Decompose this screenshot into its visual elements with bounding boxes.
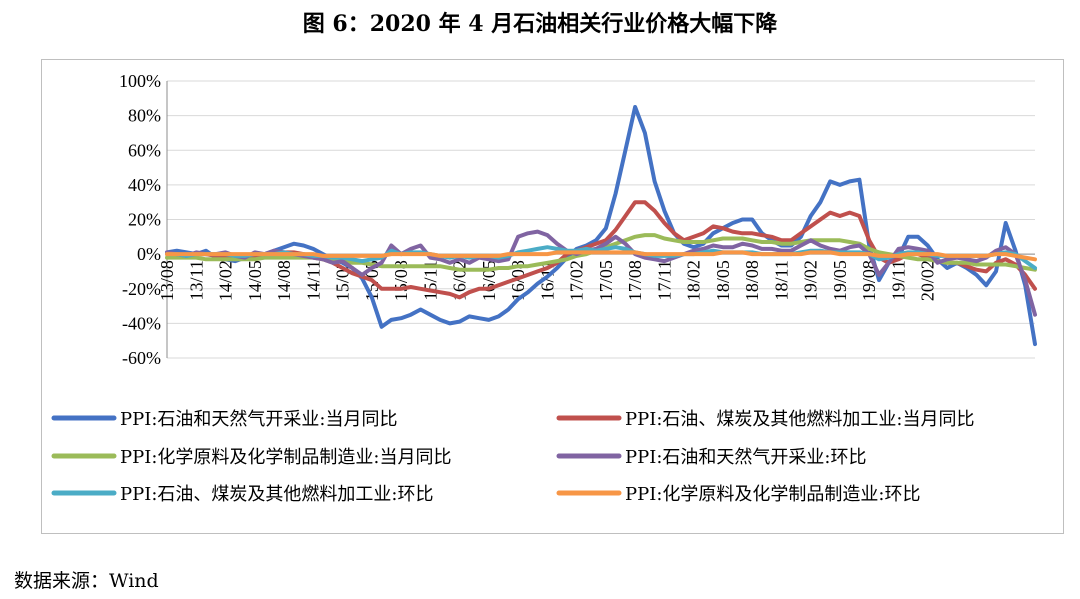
y-tick-label: -20% [122, 279, 161, 299]
x-tick-label: 17/02 [567, 260, 587, 301]
x-tick-label: 14/08 [274, 260, 294, 301]
legend-label-4: PPI:石油和天然气开采业:环比 [625, 447, 866, 468]
x-tick-label: 18/11 [771, 260, 791, 300]
y-tick-label: 0% [137, 244, 161, 264]
y-tick-label: -60% [122, 348, 161, 368]
x-tick-label: 18/05 [713, 260, 733, 301]
series-line-1 [165, 105, 1037, 347]
x-tick-label: 13/11 [186, 260, 206, 300]
x-tick-label: 17/08 [625, 260, 645, 301]
y-tick-label: 40% [128, 175, 161, 195]
x-tick-label: 16/05 [479, 260, 499, 301]
x-tick-label: 19/05 [830, 260, 850, 301]
x-tick-label: 17/11 [654, 260, 674, 300]
x-tick-label: 19/02 [801, 260, 821, 301]
x-tick-label: 15/08 [391, 260, 411, 301]
figure-title: 图 6：2020 年 4 月石油相关行业价格大幅下降 [302, 11, 778, 37]
legend-label-3: PPI:化学原料及化学制品制造业:当月同比 [120, 447, 451, 468]
x-tick-label: 16/08 [508, 260, 528, 301]
series-line-6 [165, 250, 1037, 262]
x-tick-label: 14/11 [303, 260, 323, 300]
chart-frame: 100% 80% 60% 40% 20% 0% -20% -40% -60% 13/08 13/11… [41, 59, 1064, 534]
x-tick-label: 20/02 [918, 260, 938, 301]
x-tick-label: 17/05 [596, 260, 616, 301]
y-tick-label: 80% [128, 106, 161, 126]
y-tick-label: 20% [128, 210, 161, 230]
x-tick-label: 18/02 [684, 260, 704, 301]
x-tick-label: 19/11 [888, 260, 908, 300]
x-tick-label: 14/02 [216, 260, 236, 301]
legend-label-5: PPI:石油、煤炭及其他燃料加工业:环比 [120, 484, 433, 505]
legend-label-2: PPI:石油、煤炭及其他燃料加工业:当月同比 [625, 409, 974, 430]
x-tick-label: 14/05 [245, 260, 265, 301]
x-tick-label: 18/08 [742, 260, 762, 301]
source-note: 数据来源：Wind [14, 570, 159, 592]
legend-label-6: PPI:化学原料及化学制品制造业:环比 [625, 484, 920, 505]
y-tick-label: -40% [122, 313, 161, 333]
x-tick-label: 13/08 [157, 260, 177, 301]
y-tick-label: 100% [119, 71, 161, 91]
y-tick-label: 60% [128, 140, 161, 160]
line-chart: 100% 80% 60% 40% 20% 0% -20% -40% -60% 13/08 13/11… [51, 71, 1037, 505]
legend-label-1: PPI:石油和天然气开采业:当月同比 [120, 409, 397, 430]
